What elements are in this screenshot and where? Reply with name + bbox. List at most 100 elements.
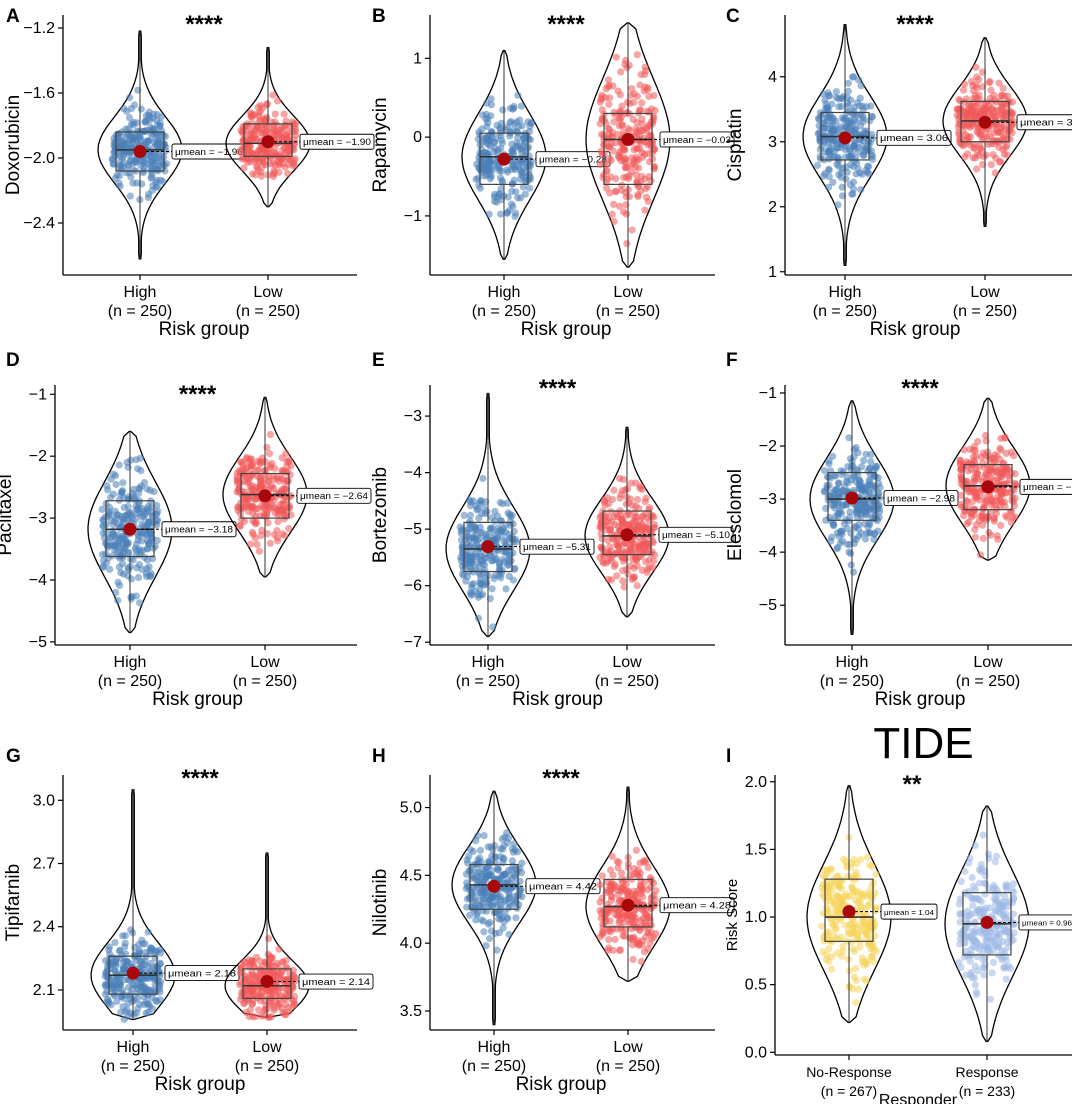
data-point <box>968 873 976 882</box>
y-axis-label: Cisplatin <box>725 109 746 182</box>
mean-point <box>487 879 501 893</box>
data-point <box>485 934 494 943</box>
data-point <box>483 139 491 147</box>
data-point <box>651 145 659 153</box>
data-point <box>124 463 132 471</box>
data-point <box>153 182 162 190</box>
data-point <box>507 544 515 552</box>
data-point <box>463 529 471 537</box>
data-point <box>854 899 862 907</box>
data-point <box>865 888 873 896</box>
x-tick-label: High <box>472 654 505 671</box>
data-point <box>619 577 627 585</box>
data-point <box>469 553 477 561</box>
group-1: μmean = 0.96 <box>944 805 1072 1043</box>
y-axis-label: Nilotinib <box>370 869 391 937</box>
x-tick-label: Low <box>250 654 280 671</box>
data-point <box>644 84 652 92</box>
data-point <box>284 477 292 485</box>
data-point <box>813 161 822 170</box>
data-point <box>626 495 635 503</box>
data-point <box>857 186 865 194</box>
data-point <box>117 569 125 577</box>
box-iqr <box>603 112 653 185</box>
data-point <box>854 467 862 475</box>
data-point <box>509 145 517 153</box>
significance-label: **** <box>179 381 217 408</box>
y-tick-label: 3.0 <box>33 792 55 809</box>
data-point <box>618 181 626 189</box>
data-point <box>236 522 244 531</box>
data-point <box>961 867 969 876</box>
data-point <box>476 846 485 854</box>
data-point <box>989 958 998 967</box>
data-point <box>488 557 496 565</box>
data-point <box>844 517 852 525</box>
data-point <box>629 955 637 964</box>
data-point <box>985 79 993 87</box>
data-point <box>150 110 158 118</box>
data-point <box>847 561 855 569</box>
data-point <box>284 160 292 168</box>
data-point <box>970 895 978 903</box>
data-point <box>508 200 516 208</box>
data-point <box>494 524 503 532</box>
data-point <box>159 177 167 186</box>
data-point <box>833 144 841 152</box>
data-point <box>518 859 526 867</box>
y-tick-label: −3 <box>29 510 47 527</box>
data-point <box>247 540 255 548</box>
y-tick-label: −5 <box>29 634 47 651</box>
data-point <box>259 476 267 484</box>
data-point <box>1008 110 1017 118</box>
data-point <box>985 884 993 892</box>
data-point <box>644 197 652 205</box>
x-tick-count: (n = 267) <box>821 1083 877 1099</box>
data-point <box>636 927 644 935</box>
data-point <box>649 136 657 144</box>
data-point <box>975 76 983 84</box>
x-axis-label: Risk group <box>516 1074 607 1095</box>
y-tick-label: −2 <box>29 448 47 465</box>
data-point <box>521 190 529 198</box>
data-point <box>525 184 534 192</box>
data-point <box>996 455 1004 464</box>
data-point <box>270 1006 278 1014</box>
data-point <box>616 115 624 123</box>
x-axis-label: Risk group <box>521 319 612 340</box>
x-tick-count: (n = 250) <box>462 1058 526 1075</box>
data-point <box>132 957 140 965</box>
data-point <box>487 95 495 103</box>
data-point <box>844 102 852 110</box>
data-point <box>119 986 127 994</box>
data-point <box>146 135 155 143</box>
data-point <box>1002 975 1010 983</box>
x-axis-label: Risk group <box>155 1074 246 1095</box>
data-point <box>508 160 516 168</box>
data-point <box>858 487 866 495</box>
data-point <box>484 119 492 127</box>
panel-letter: G <box>6 746 21 767</box>
data-point <box>161 167 169 175</box>
data-point <box>477 497 485 506</box>
data-point <box>499 845 507 853</box>
data-point <box>510 120 518 128</box>
data-point <box>963 933 971 941</box>
data-point <box>981 871 989 880</box>
data-point <box>860 920 868 928</box>
group-0: μmean = −5.31 <box>445 392 595 638</box>
data-point <box>258 156 266 164</box>
data-point <box>847 549 855 558</box>
data-point <box>993 107 1001 115</box>
data-point <box>236 466 244 474</box>
data-point <box>974 475 982 483</box>
data-point <box>641 63 649 71</box>
data-point <box>144 1008 152 1017</box>
data-point <box>628 501 637 509</box>
data-point <box>644 141 652 149</box>
data-point <box>987 494 995 502</box>
data-point <box>513 848 522 856</box>
data-point <box>466 845 475 854</box>
group-1: μmean = 2.14 <box>224 852 374 1021</box>
